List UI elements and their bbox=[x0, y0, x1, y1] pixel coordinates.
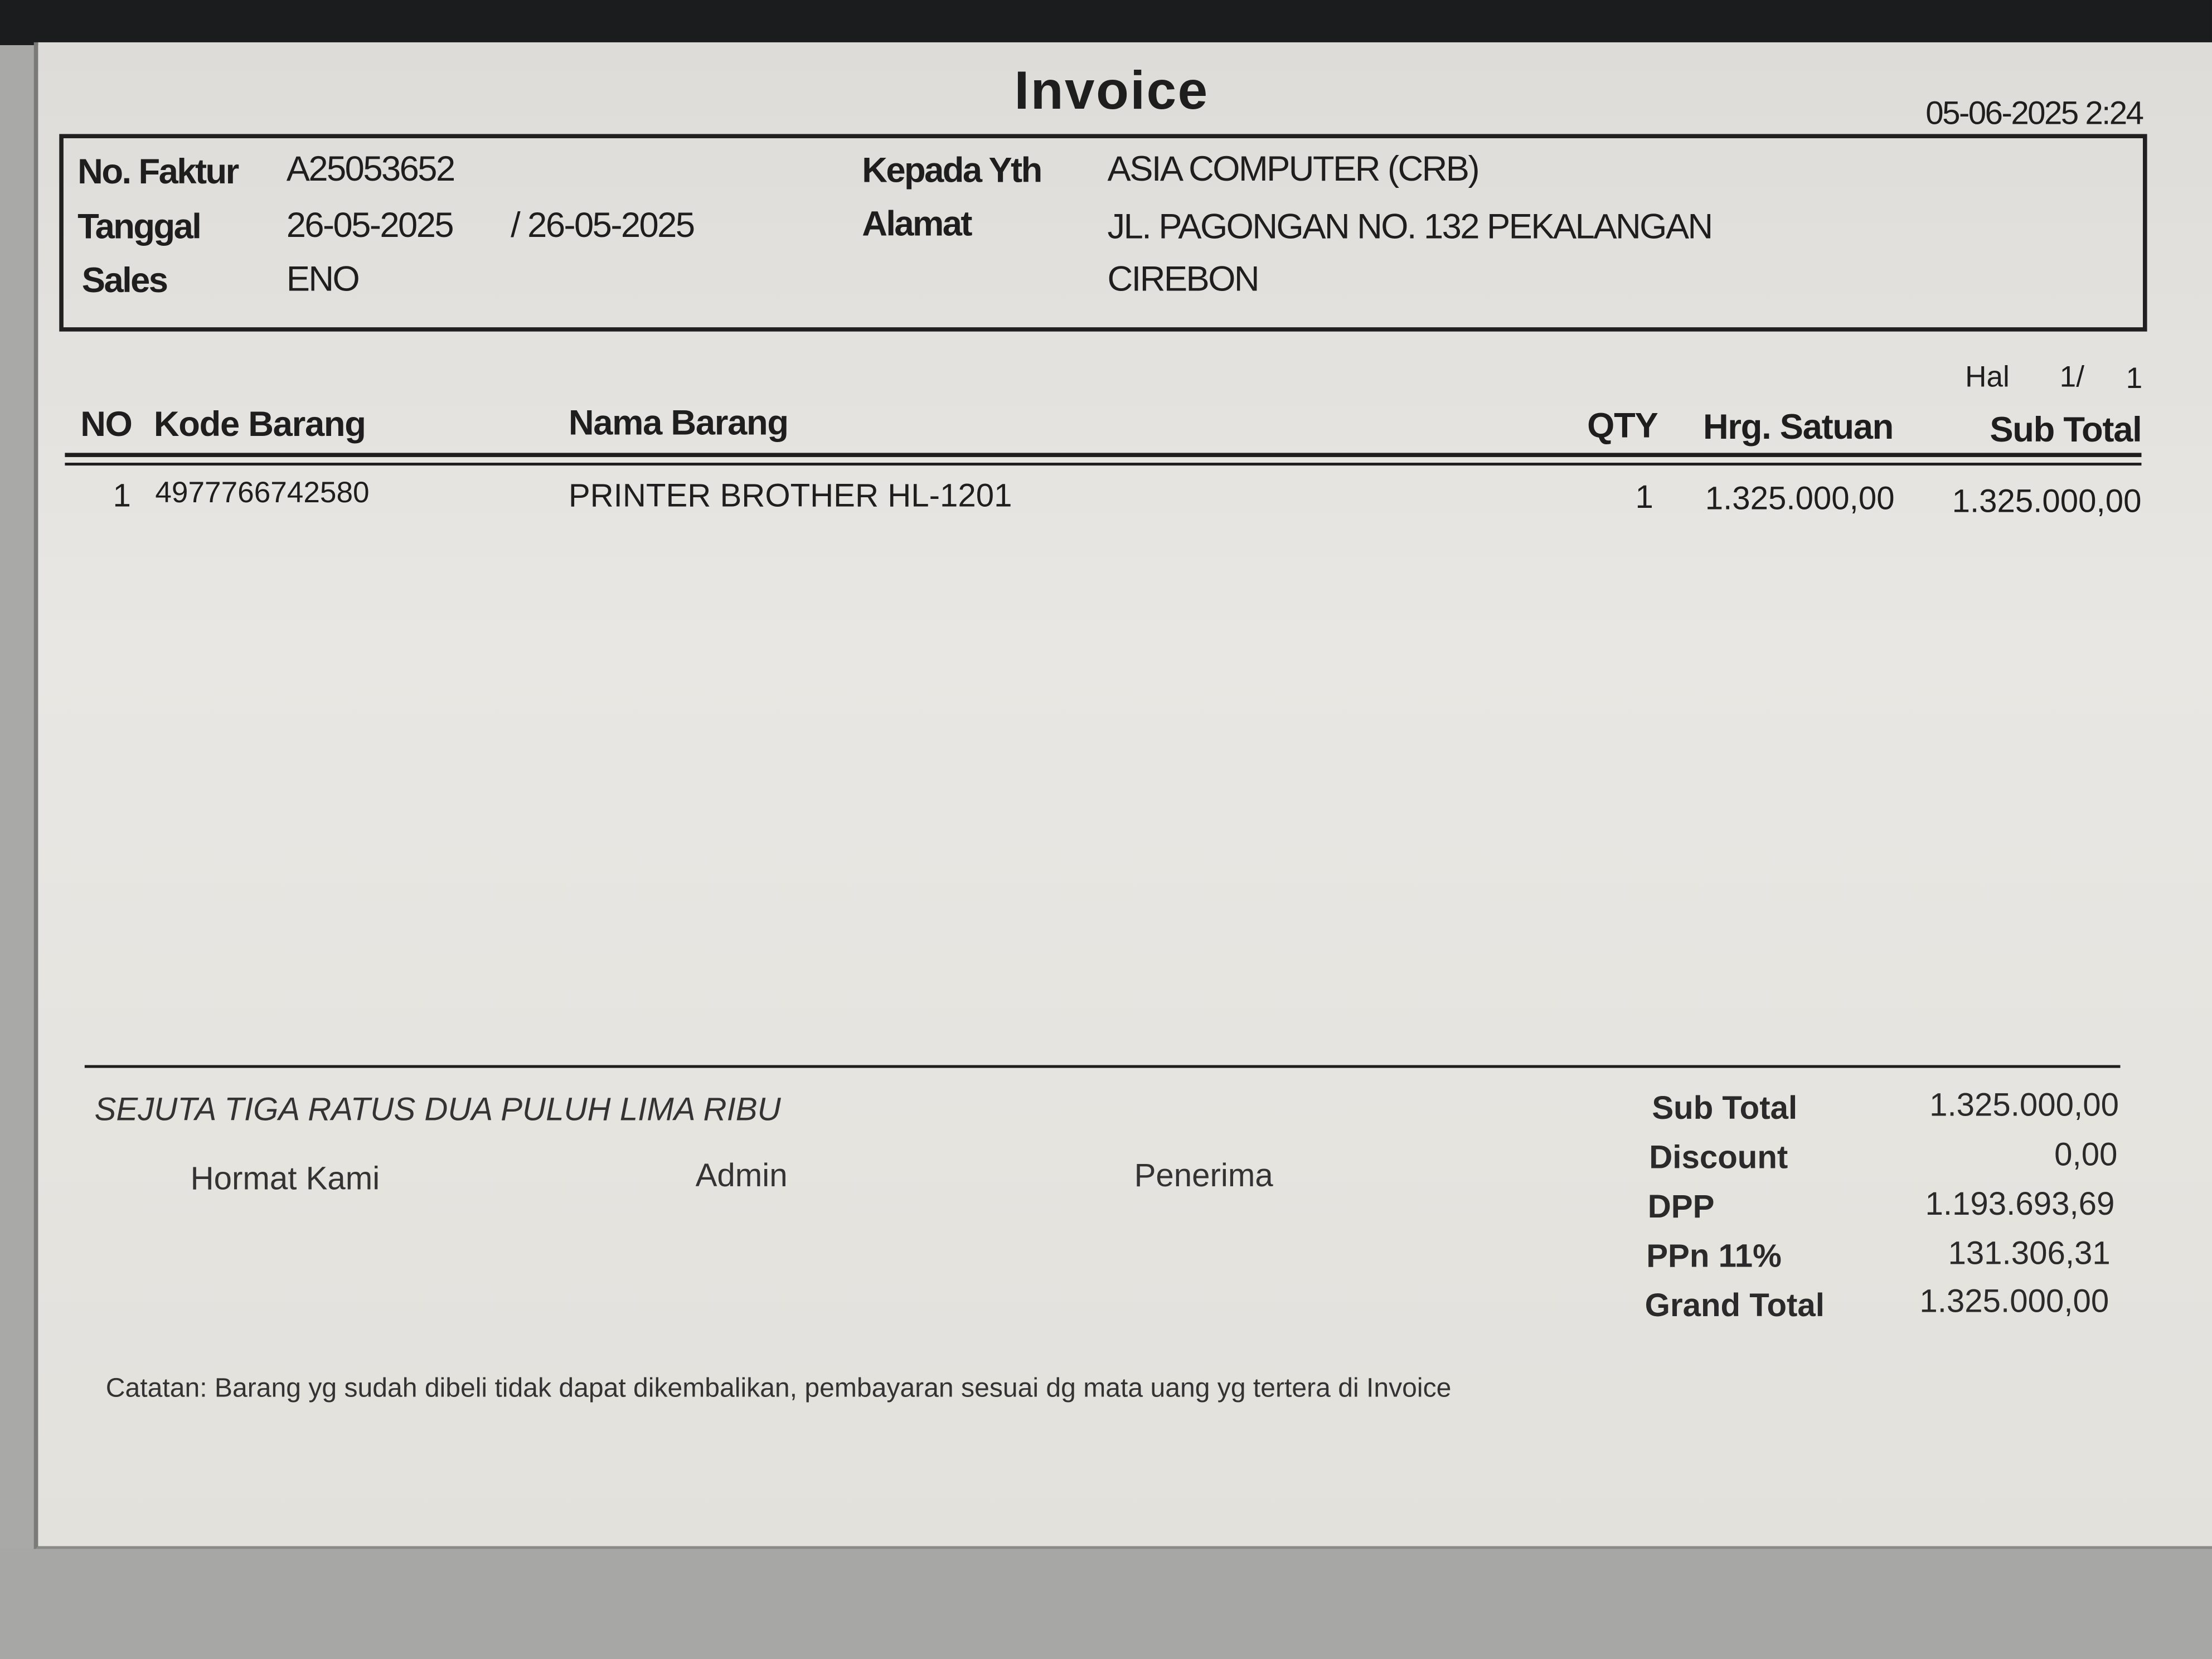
monitor-bezel bbox=[0, 0, 2212, 45]
header-rule-top bbox=[65, 453, 2142, 457]
grand-total-label: Grand Total bbox=[1645, 1286, 1825, 1323]
note: Catatan: Barang yg sudah dibeli tidak da… bbox=[105, 1374, 1452, 1404]
col-sub-total: Sub Total bbox=[1990, 410, 2142, 450]
footer-rule bbox=[84, 1065, 2121, 1068]
cell-qty: 1 bbox=[1635, 478, 1653, 515]
dpp-value: 1.193.693,69 bbox=[1925, 1185, 2115, 1222]
no-faktur-label: No. Faktur bbox=[77, 152, 239, 192]
page-total: 1 bbox=[2126, 362, 2143, 395]
invoice-page bbox=[33, 42, 2212, 1551]
alamat-label: Alamat bbox=[862, 204, 972, 244]
printed-timestamp: 05-06-2025 2:24 bbox=[1925, 94, 2144, 132]
col-hrg-satuan: Hrg. Satuan bbox=[1702, 408, 1894, 448]
col-qty: QTY bbox=[1587, 406, 1658, 446]
subtotal-value: 1.325.000,00 bbox=[1929, 1086, 2119, 1123]
invoice-title: Invoice bbox=[1014, 62, 1209, 122]
header-rule-bottom bbox=[65, 463, 2142, 466]
grand-total-value: 1.325.000,00 bbox=[1919, 1282, 2109, 1320]
cell-nama: PRINTER BROTHER HL-1201 bbox=[568, 477, 1012, 514]
col-kode-barang: Kode Barang bbox=[153, 405, 366, 445]
signature-admin: Admin bbox=[695, 1157, 788, 1194]
dpp-label: DPP bbox=[1647, 1187, 1715, 1225]
kepada-value: ASIA COMPUTER (CRB) bbox=[1107, 149, 1480, 190]
cell-no: 1 bbox=[113, 477, 131, 514]
ppn-value: 131.306,31 bbox=[1948, 1234, 2111, 1272]
tanggal-label: Tanggal bbox=[77, 207, 202, 247]
page-label: Hal bbox=[1965, 361, 2010, 394]
alamat-line2: CIREBON bbox=[1107, 259, 1260, 299]
subtotal-label: Sub Total bbox=[1652, 1089, 1798, 1126]
page-current: 1/ bbox=[2059, 361, 2085, 394]
sales-label: Sales bbox=[81, 261, 168, 301]
col-no: NO bbox=[80, 405, 133, 445]
discount-label: Discount bbox=[1649, 1138, 1788, 1175]
signature-hormat-kami: Hormat Kami bbox=[190, 1160, 380, 1196]
signature-penerima: Penerima bbox=[1134, 1157, 1273, 1194]
tanggal-value: 26-05-2025 bbox=[286, 206, 454, 246]
cell-sub-total: 1.325.000,00 bbox=[1952, 482, 2142, 520]
background-area bbox=[0, 1549, 2212, 1659]
alamat-line1: JL. PAGONGAN NO. 132 PEKALANGAN bbox=[1107, 207, 1714, 247]
sales-value: ENO bbox=[286, 259, 360, 299]
tanggal-value-2: / 26-05-2025 bbox=[511, 206, 695, 246]
cell-kode: 4977766742580 bbox=[155, 477, 370, 510]
header-box bbox=[59, 134, 2147, 332]
terbilang: SEJUTA TIGA RATUS DUA PULUH LIMA RIBU bbox=[94, 1090, 781, 1127]
cell-hrg-satuan: 1.325.000,00 bbox=[1705, 479, 1895, 517]
kepada-label: Kepada Yth bbox=[862, 151, 1042, 191]
discount-value: 0,00 bbox=[2054, 1136, 2118, 1172]
no-faktur-value: A25053652 bbox=[286, 149, 455, 190]
ppn-label: PPn 11% bbox=[1646, 1237, 1782, 1274]
col-nama-barang: Nama Barang bbox=[568, 403, 789, 443]
